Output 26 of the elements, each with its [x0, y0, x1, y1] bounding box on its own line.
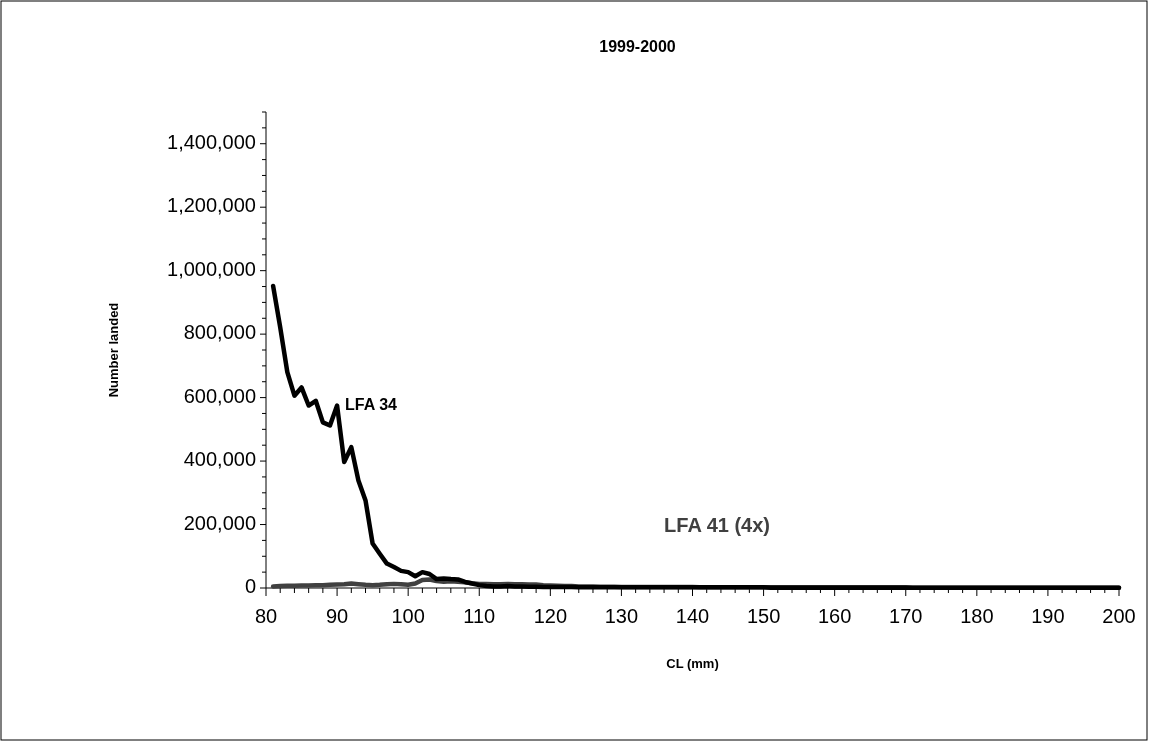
x-tick-label: 140: [675, 605, 710, 627]
x-tick-label: 180: [960, 605, 994, 627]
x-tick-label: 160: [817, 605, 852, 627]
x-tick-label: 90: [325, 605, 349, 627]
x-tick-label: 200: [1102, 605, 1136, 627]
x-axis-title: CL (mm): [666, 656, 719, 671]
y-axis-title: Number landed: [106, 302, 121, 398]
x-tick-label: 130: [604, 605, 639, 627]
y-tick-label: 1,000,000: [167, 257, 256, 280]
x-tick-label: 120: [533, 605, 568, 627]
x-tick-label: 100: [391, 605, 425, 627]
x-tick-label: 150: [746, 605, 781, 627]
text: LFA 41 (4x): [664, 514, 771, 537]
series-label: LFA 34: [345, 395, 398, 413]
x-tick-label: 80: [254, 605, 278, 627]
y-tick-label: 400,000: [183, 448, 256, 471]
x-tick-label: 190: [1031, 605, 1065, 627]
x-tick-label: 170: [889, 605, 923, 627]
y-tick-label: 200,000: [183, 511, 256, 534]
y-tick-label: 0: [244, 575, 256, 598]
y-tick-label: 600,000: [183, 384, 256, 407]
chart-title: 1999-2000: [599, 38, 676, 55]
x-tick-label: 110: [463, 605, 496, 627]
y-tick-label: 1,400,000: [167, 131, 256, 154]
y-tick-label: 1,200,000: [167, 194, 256, 217]
y-tick-label: 800,000: [183, 321, 256, 344]
